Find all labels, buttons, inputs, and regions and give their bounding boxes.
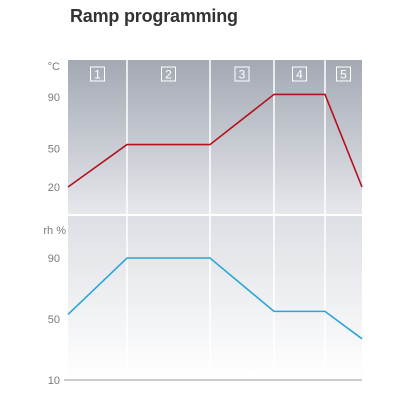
segment-label: 5 xyxy=(340,68,347,82)
chart-title: Ramp programming xyxy=(70,6,238,26)
segment-label: 1 xyxy=(94,68,101,82)
temperature-tick-label: 20 xyxy=(48,182,60,194)
segment-label: 4 xyxy=(296,68,303,82)
temperature-tick-label: 90 xyxy=(48,92,60,104)
segment-box xyxy=(90,66,105,82)
temperature-unit-label: °C xyxy=(48,61,60,73)
segment-box xyxy=(292,66,307,82)
segment-label: 3 xyxy=(239,68,246,82)
humidity-series-line xyxy=(67,257,363,340)
temperature-tick-label: 50 xyxy=(48,143,60,155)
humidity-tick-label: 10 xyxy=(48,375,60,387)
segment-box xyxy=(161,66,176,82)
segment-box xyxy=(336,66,351,82)
humidity-panel xyxy=(68,215,362,380)
segment-box xyxy=(234,66,250,82)
humidity-unit-label: rh % xyxy=(43,225,66,237)
temperature-series-line xyxy=(67,93,363,188)
humidity-tick-label: 90 xyxy=(48,253,60,265)
temperature-panel xyxy=(68,60,362,215)
humidity-tick-label: 50 xyxy=(48,314,60,326)
segment-label: 2 xyxy=(165,68,172,82)
